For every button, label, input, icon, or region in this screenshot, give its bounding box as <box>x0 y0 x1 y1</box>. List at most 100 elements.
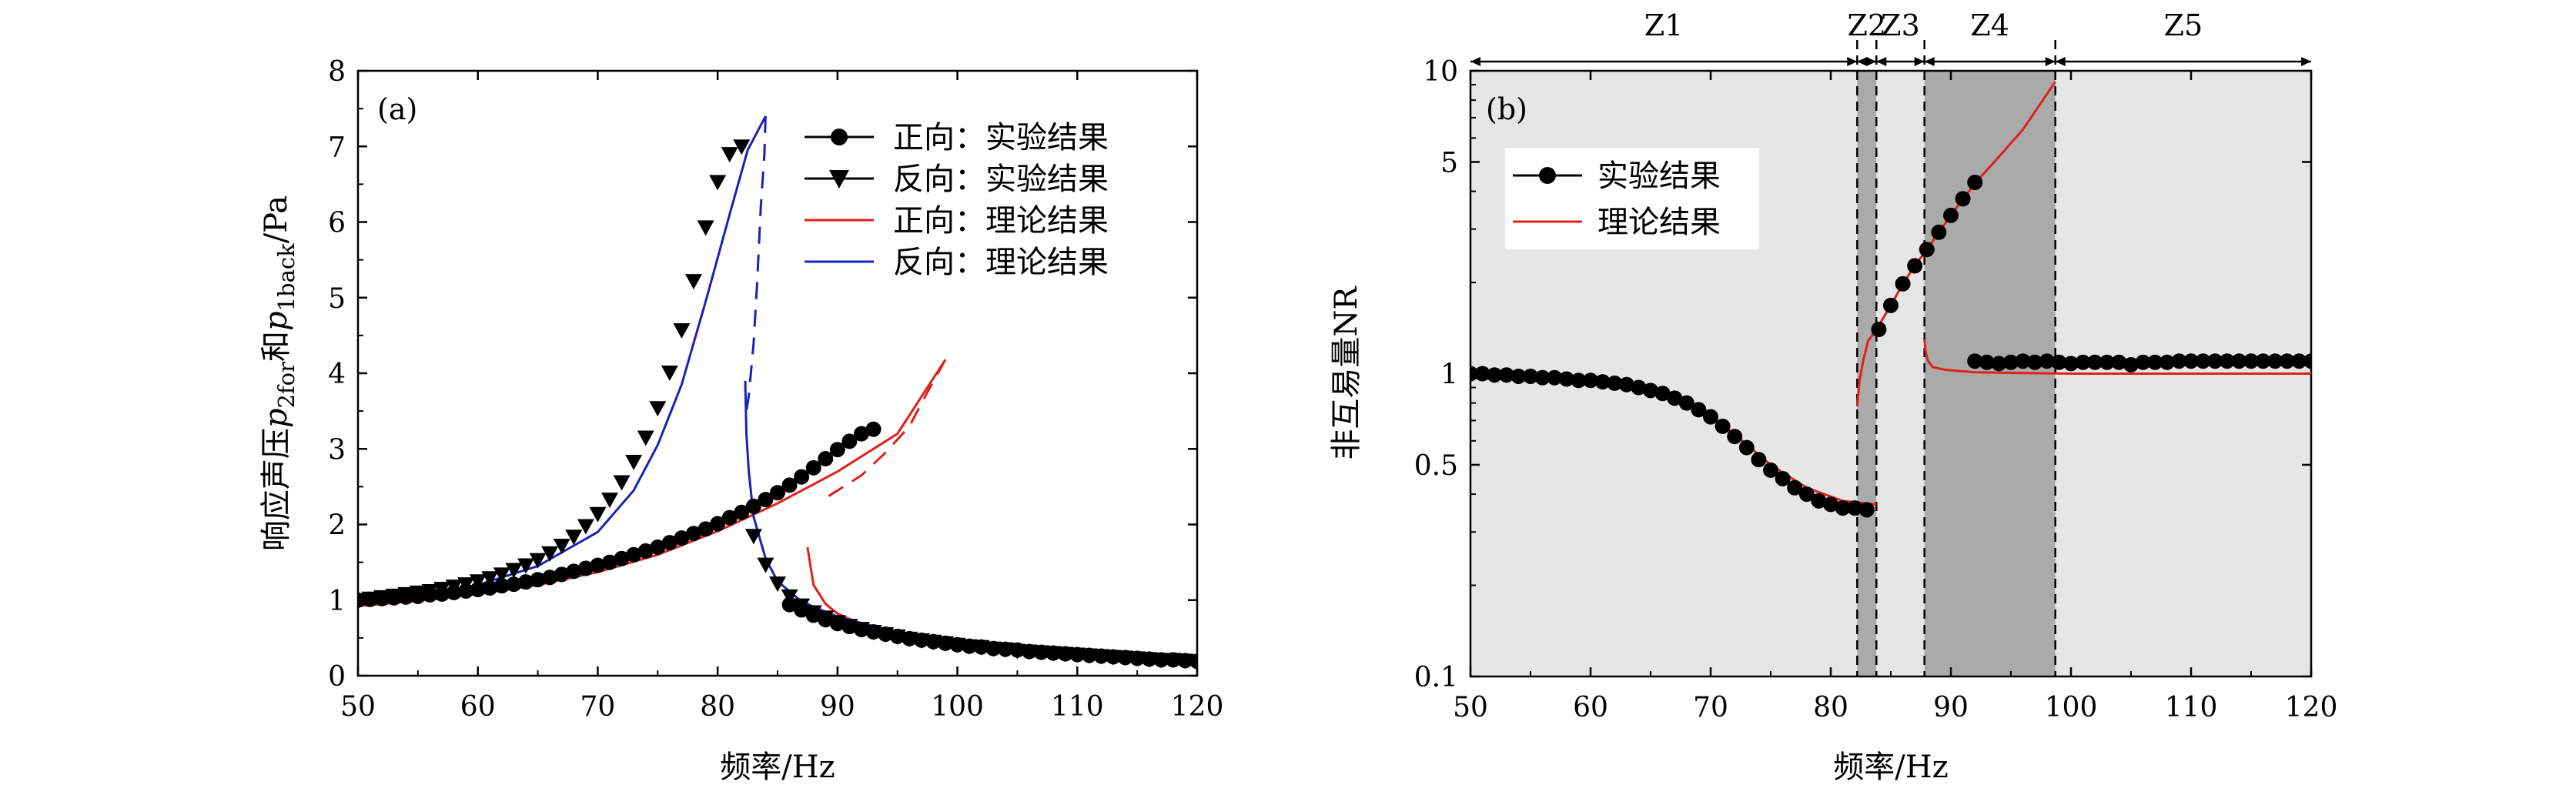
chart-b-exp-point <box>1835 500 1851 516</box>
chart-a-backward-exp-point <box>589 506 607 523</box>
chart-b-exp-point <box>2207 353 2223 369</box>
chart-b-exp-point <box>1607 375 1623 391</box>
legend-b-text-1: 实验结果 <box>1597 159 1721 194</box>
chart-b-legend: 实验结果 理论结果 <box>1505 148 1759 249</box>
chart-a-backward-exp-point <box>1056 646 1074 663</box>
legend-b-marker-circle <box>1539 167 1556 184</box>
chart-a-forward-exp-point <box>602 554 617 570</box>
legend-b-text-2: 理论结果 <box>1597 205 1721 240</box>
chart-b-exp-point <box>1703 409 1718 425</box>
chart-a-backward-exp-point <box>781 589 798 605</box>
chart-b-exp-point <box>2171 353 2187 369</box>
chart-a-x-tick-label: 120 <box>1171 691 1224 723</box>
chart-a-forward-exp-point <box>542 570 558 586</box>
chart-a-x-tick-label: 70 <box>580 691 616 723</box>
legend-a-text-2: 反向：实验结果 <box>893 162 1109 197</box>
chart-a-theory-forward-unstable <box>818 359 947 503</box>
chart-a-backward-exp-point <box>805 605 822 621</box>
chart-a-y-ticks: 0 1 2 3 4 5 6 7 8 <box>328 56 1197 693</box>
chart-a-backward-exp-point <box>1009 643 1026 660</box>
chart-b-exp-point <box>1883 297 1899 313</box>
chart-b-x-tick-label: 120 <box>2285 692 2338 723</box>
chart-a-backward-exp-point <box>1080 648 1098 664</box>
chart-a-backward-exp-point <box>1189 654 1197 670</box>
chart-b-exp-point <box>1523 368 1538 384</box>
chart-b-exp-point <box>2027 354 2043 370</box>
chart-a-backward-exp-point <box>529 553 547 569</box>
chart-b-zone-arrowhead-right <box>1914 57 1925 66</box>
chart-a-x-tick-label: 100 <box>931 691 984 723</box>
chart-b-exp-point <box>2303 353 2311 369</box>
chart-a-forward-exp-point <box>829 442 845 458</box>
chart-a-backward-exp-point <box>793 598 811 614</box>
chart-a-backward-exp-point <box>1092 649 1110 665</box>
chart-b-exp-point <box>1955 191 1971 207</box>
chart-b-exp-point <box>1715 418 1731 434</box>
chart-a-backward-exp-point <box>1069 647 1086 663</box>
chart-b-exp-point <box>1858 502 1875 518</box>
chart-a-backward-exp-point <box>925 634 942 650</box>
chart-a-backward-exp-point <box>457 577 475 593</box>
chart-a-x-tick-label: 80 <box>700 691 735 723</box>
chart-b-exp-point <box>1811 493 1827 509</box>
chart-b-panel-label: (b) <box>1486 92 1527 126</box>
chart-a-forward-exp-point <box>745 498 761 514</box>
chart-a-backward-exp-point <box>385 588 403 604</box>
chart-b-x-tick-label: 60 <box>1573 692 1608 723</box>
chart-b-zone-arrowhead-left <box>2055 57 2066 66</box>
chart-a-backward-exp-point <box>493 567 510 583</box>
chart-b-y-tick-label: 1 <box>1440 359 1458 391</box>
chart-a-y-tick-label: 0 <box>328 661 346 693</box>
chart-b-y-tick-label: 10 <box>1423 56 1458 88</box>
y-label-part-p2: p <box>259 311 294 331</box>
chart-b-exp-point <box>2267 353 2283 369</box>
chart-b-exp-point <box>1618 376 1634 392</box>
chart-b-y-ticks: 0.1 0.5 1 5 10 <box>1414 56 2311 693</box>
chart-a-backward-exp-point <box>358 593 366 609</box>
chart-a-backward-exp-point <box>1021 644 1038 660</box>
chart-b-exp-point <box>1678 395 1694 411</box>
chart-a-x-tick-label: 60 <box>460 691 496 723</box>
chart-b-exp-point <box>1534 369 1551 386</box>
legend-a-text-3: 正向：理论结果 <box>893 203 1109 239</box>
chart-b-exp-point <box>1907 258 1923 274</box>
y-label-part-p1: p <box>259 409 294 429</box>
chart-a-backward-exp-point <box>996 642 1014 658</box>
chart-b-exp-point <box>2015 353 2031 369</box>
chart-a-forward-exp-point <box>637 543 654 559</box>
chart-a-x-tick-label: 90 <box>820 691 855 723</box>
chart-a-backward-exp-point <box>948 637 966 653</box>
chart-b-zone-arrowhead-left <box>1924 57 1935 66</box>
chart-a-backward-exp-point <box>877 626 895 643</box>
chart-a-forward-exp-point <box>661 535 677 551</box>
chart-b-exp-point <box>1871 321 1887 337</box>
chart-a-forward-exp-point <box>530 572 546 588</box>
chart-b-zone-shade-z3 <box>1876 71 1925 676</box>
chart-a-x-axis-label: 频率/Hz <box>720 750 835 785</box>
chart-b-y-tick-label: 0.5 <box>1414 450 1458 482</box>
chart-a-forward-exp-point <box>854 426 869 442</box>
chart-a-backward-exp-point <box>1140 652 1158 668</box>
chart-a-backward-exp-point <box>937 636 954 652</box>
chart-b-exp-point <box>2135 354 2151 370</box>
chart-a-forward-exp-point <box>482 580 498 596</box>
chart-a-forward-exp-point <box>566 563 582 580</box>
chart-b-exp-point <box>1667 390 1683 406</box>
chart-a-backward-exp-point <box>697 220 714 236</box>
chart-a-backward-exp-point <box>901 631 918 647</box>
chart-b-exp-point <box>1643 382 1658 399</box>
chart-a-forward-exp-point <box>674 530 690 546</box>
chart-a-plot-area <box>358 115 1197 670</box>
chart-b-x-tick-label: 50 <box>1453 692 1488 723</box>
chart-b-x-axis-label: 频率/Hz <box>1833 750 1948 785</box>
chart-b-zone-label-z1: Z1 <box>1644 8 1684 42</box>
chart-b-exp-point <box>1510 368 1527 384</box>
chart-a-backward-exp-point <box>1129 651 1146 667</box>
chart-a-backward-exp-point <box>865 625 882 641</box>
chart-a-backward-exp-point <box>505 563 523 579</box>
chart-b-x-tick-label: 90 <box>1933 692 1969 723</box>
chart-a-backward-exp-point <box>972 640 990 656</box>
chart-b-exp-point <box>2279 353 2295 369</box>
